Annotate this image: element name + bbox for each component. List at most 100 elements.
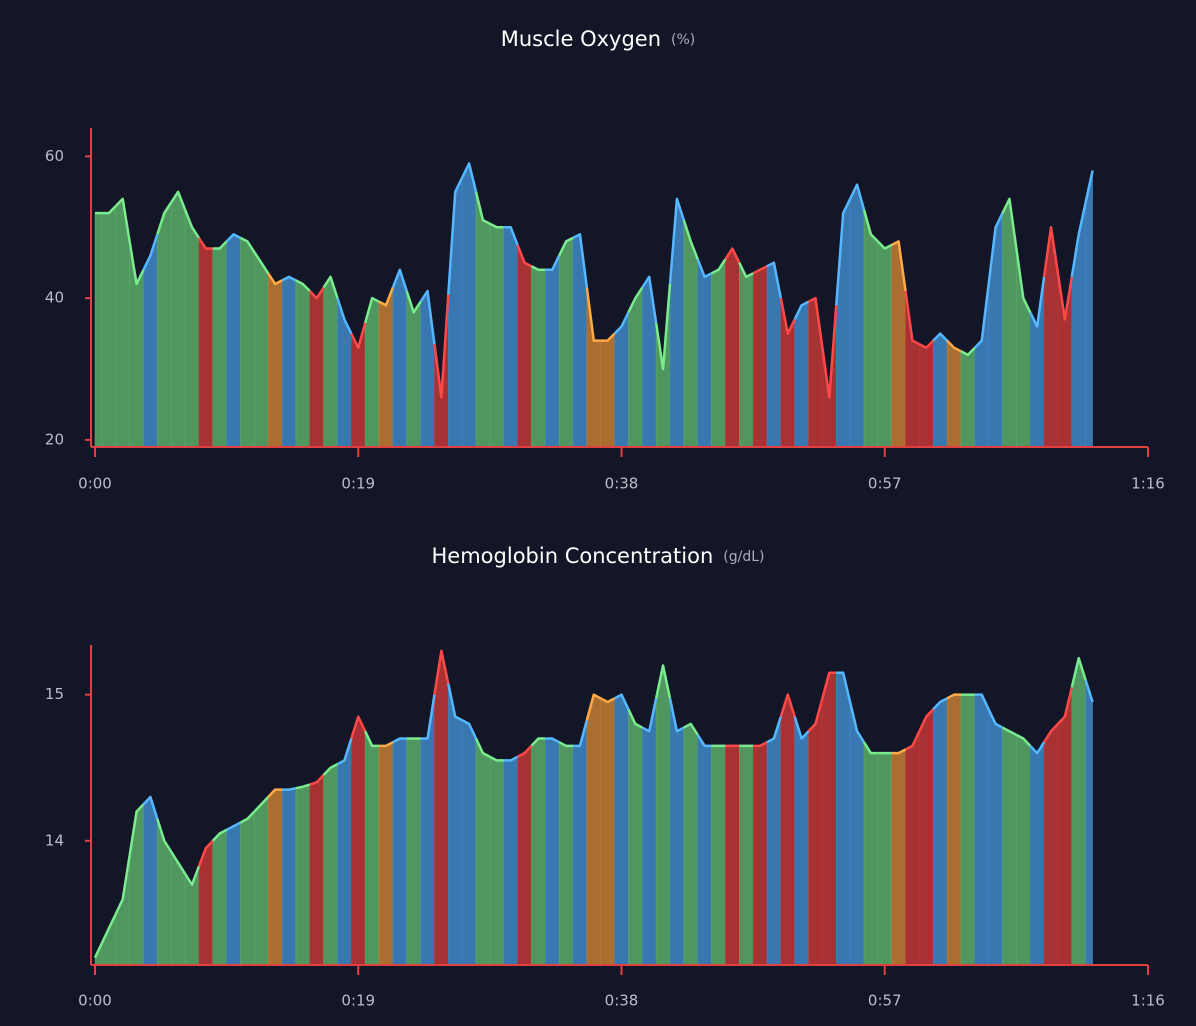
area-segment <box>974 694 989 966</box>
line-segment <box>392 737 407 744</box>
line-segment <box>918 708 935 732</box>
area-segment <box>489 223 505 448</box>
line-segment <box>503 225 519 246</box>
area-segment <box>267 789 283 966</box>
line-segment <box>1001 197 1018 249</box>
line-segment <box>891 748 907 755</box>
line-segment <box>405 290 422 314</box>
line-segment <box>766 716 783 744</box>
line-segment <box>987 212 1004 285</box>
line-segment <box>156 201 173 235</box>
line-segment <box>573 719 589 748</box>
line-segment <box>308 286 325 300</box>
line-segment <box>183 209 200 239</box>
area-segment <box>614 694 629 966</box>
line-segment <box>267 272 283 286</box>
line-segment <box>419 289 436 345</box>
line-segment <box>545 737 560 744</box>
line-segment <box>1057 687 1074 725</box>
line-segment <box>654 283 672 371</box>
area-segment <box>531 738 546 966</box>
line-segment <box>170 190 187 210</box>
line-segment <box>267 788 283 798</box>
line-segment <box>793 716 810 740</box>
line-segment <box>197 839 214 867</box>
area-segment <box>572 720 588 966</box>
area-segment <box>628 709 643 966</box>
area-segment <box>697 259 712 448</box>
line-segment <box>530 737 546 747</box>
area-segment <box>517 244 532 448</box>
line-segment <box>668 698 685 733</box>
area-segment <box>863 741 879 966</box>
area-segment <box>461 719 477 966</box>
line-segment <box>1043 723 1059 743</box>
area-segment <box>849 183 865 448</box>
area-segment <box>1029 276 1045 448</box>
area-segment <box>752 741 768 966</box>
area-segment <box>628 286 643 448</box>
line-segment <box>114 855 131 915</box>
area-segment <box>1029 741 1045 966</box>
line-segment <box>946 339 962 353</box>
line-segment <box>600 332 616 342</box>
line-segment <box>239 236 256 253</box>
area-segment <box>808 297 823 448</box>
chart: Hemoglobin Concentration (g/dL) 14 15 0:00 0:… <box>45 544 1165 1010</box>
area-segment <box>392 268 408 448</box>
line-segment <box>835 198 852 306</box>
line-segment <box>226 821 242 831</box>
area-segment <box>267 272 283 448</box>
area-segment <box>877 752 892 966</box>
area-segment <box>725 247 740 448</box>
line-segment <box>848 701 866 743</box>
chart-title: Muscle Oxygen (%) <box>501 27 696 51</box>
line-segment <box>738 262 754 279</box>
line-segment <box>1070 202 1087 278</box>
y-tick-label: 15 <box>45 685 64 703</box>
line-segment <box>1042 225 1060 278</box>
line-segment <box>641 275 658 324</box>
line-segment <box>891 240 907 292</box>
area-segment <box>877 240 892 448</box>
line-segment <box>253 251 270 275</box>
chart-title-text: Muscle Oxygen <box>501 27 661 51</box>
area-segment <box>835 198 851 448</box>
area-segment <box>780 298 795 448</box>
line-segment <box>836 671 852 703</box>
area-segment <box>960 347 976 448</box>
line-segment <box>379 741 394 748</box>
area-segment <box>1016 734 1031 966</box>
line-segment <box>114 197 131 242</box>
line-segment <box>862 209 879 243</box>
line-segment <box>779 297 796 335</box>
line-segment <box>613 311 630 335</box>
line-segment <box>1029 276 1046 328</box>
area-segment <box>378 741 394 966</box>
y-tick-label: 20 <box>45 430 64 448</box>
y-tick-label: 60 <box>45 147 64 165</box>
line-segment <box>93 942 104 959</box>
area-segment <box>226 822 241 966</box>
line-segment <box>946 693 961 700</box>
line-segment <box>461 719 478 740</box>
x-tick-label: 1:16 <box>1131 475 1165 493</box>
line-segment <box>752 265 768 275</box>
chart-title: Hemoglobin Concentration (g/dL) <box>432 544 765 568</box>
area-segment <box>919 339 934 448</box>
line-segment <box>627 286 644 313</box>
area-segment <box>281 787 297 966</box>
line-segment <box>876 240 893 250</box>
area-segment <box>1085 679 1093 966</box>
area-segment <box>738 745 754 966</box>
area-segment <box>143 796 158 966</box>
area-segment <box>503 756 518 966</box>
line-segment <box>322 762 339 776</box>
area-segment <box>1016 248 1031 448</box>
area-segment <box>378 287 394 448</box>
area-segment <box>544 738 560 966</box>
y-tick-label: 40 <box>45 289 64 307</box>
area-segment <box>586 694 602 966</box>
line-segment <box>683 722 699 736</box>
line-segment <box>807 296 824 348</box>
